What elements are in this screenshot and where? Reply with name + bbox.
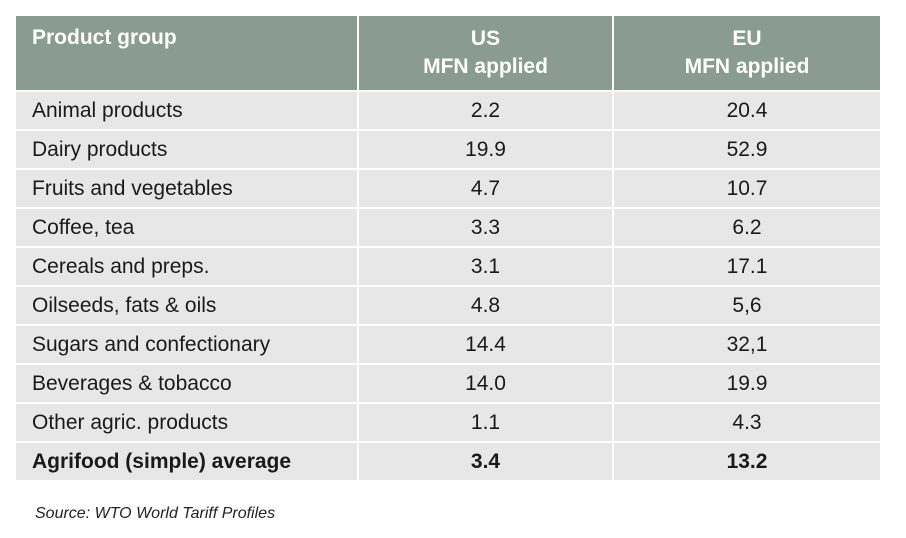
table-row: Beverages & tobacco 14.0 19.9 xyxy=(16,363,880,403)
header-product-group: Product group xyxy=(16,16,359,91)
us-value: 3.3 xyxy=(358,207,614,247)
eu-value: 19.9 xyxy=(613,363,880,403)
header-eu-measure: MFN applied xyxy=(684,55,810,78)
total-eu-value: 13.2 xyxy=(613,441,880,480)
eu-value: 5,6 xyxy=(613,285,880,325)
table-row: Fruits and vegetables 4.7 10.7 xyxy=(16,168,880,208)
us-value: 2.2 xyxy=(358,90,614,130)
table-row: Other agric. products 1.1 4.3 xyxy=(16,402,880,442)
header-us: US MFN applied xyxy=(358,16,614,91)
total-name: Agrifood (simple) average xyxy=(16,441,359,480)
table-row: Coffee, tea 3.3 6.2 xyxy=(16,207,880,247)
table-row: Dairy products 19.9 52.9 xyxy=(16,129,880,169)
table-row: Animal products 2.2 20.4 xyxy=(16,90,880,130)
table-row: Cereals and preps. 3.1 17.1 xyxy=(16,246,880,286)
product-name: Oilseeds, fats & oils xyxy=(16,285,359,325)
tariff-table: Product group US MFN applied EU MFN appl… xyxy=(16,16,880,480)
eu-value: 10.7 xyxy=(613,168,880,208)
eu-value: 17.1 xyxy=(613,246,880,286)
header-eu-region: EU xyxy=(732,27,762,50)
source-note: Source: WTO World Tariff Profiles xyxy=(35,505,276,522)
us-value: 4.8 xyxy=(358,285,614,325)
header-row: Product group US MFN applied EU MFN appl… xyxy=(16,16,880,91)
eu-value: 20.4 xyxy=(613,90,880,130)
product-name: Coffee, tea xyxy=(16,207,359,247)
header-us-measure: MFN applied xyxy=(423,55,548,78)
eu-value: 32,1 xyxy=(613,324,880,364)
header-us-region: US xyxy=(470,27,501,50)
total-us-value: 3.4 xyxy=(358,441,614,480)
product-name: Dairy products xyxy=(16,129,359,169)
us-value: 1.1 xyxy=(358,402,614,442)
table-row: Oilseeds, fats & oils 4.8 5,6 xyxy=(16,285,880,325)
product-name: Sugars and confectionary xyxy=(16,324,359,364)
table-body: Animal products 2.2 20.4 Dairy products … xyxy=(16,90,880,480)
eu-value: 52.9 xyxy=(613,129,880,169)
eu-value: 4.3 xyxy=(613,402,880,442)
product-name: Animal products xyxy=(16,90,359,130)
product-name: Beverages & tobacco xyxy=(16,363,359,403)
us-value: 19.9 xyxy=(358,129,614,169)
table-row: Sugars and confectionary 14.4 32,1 xyxy=(16,324,880,364)
product-name: Fruits and vegetables xyxy=(16,168,359,208)
product-name: Other agric. products xyxy=(16,402,359,442)
eu-value: 6.2 xyxy=(613,207,880,247)
us-value: 14.0 xyxy=(358,363,614,403)
us-value: 14.4 xyxy=(358,324,614,364)
table-header: Product group US MFN applied EU MFN appl… xyxy=(16,16,880,91)
total-row: Agrifood (simple) average 3.4 13.2 xyxy=(16,441,880,480)
us-value: 3.1 xyxy=(358,246,614,286)
us-value: 4.7 xyxy=(358,168,614,208)
product-name: Cereals and preps. xyxy=(16,246,359,286)
header-eu: EU MFN applied xyxy=(613,16,880,91)
